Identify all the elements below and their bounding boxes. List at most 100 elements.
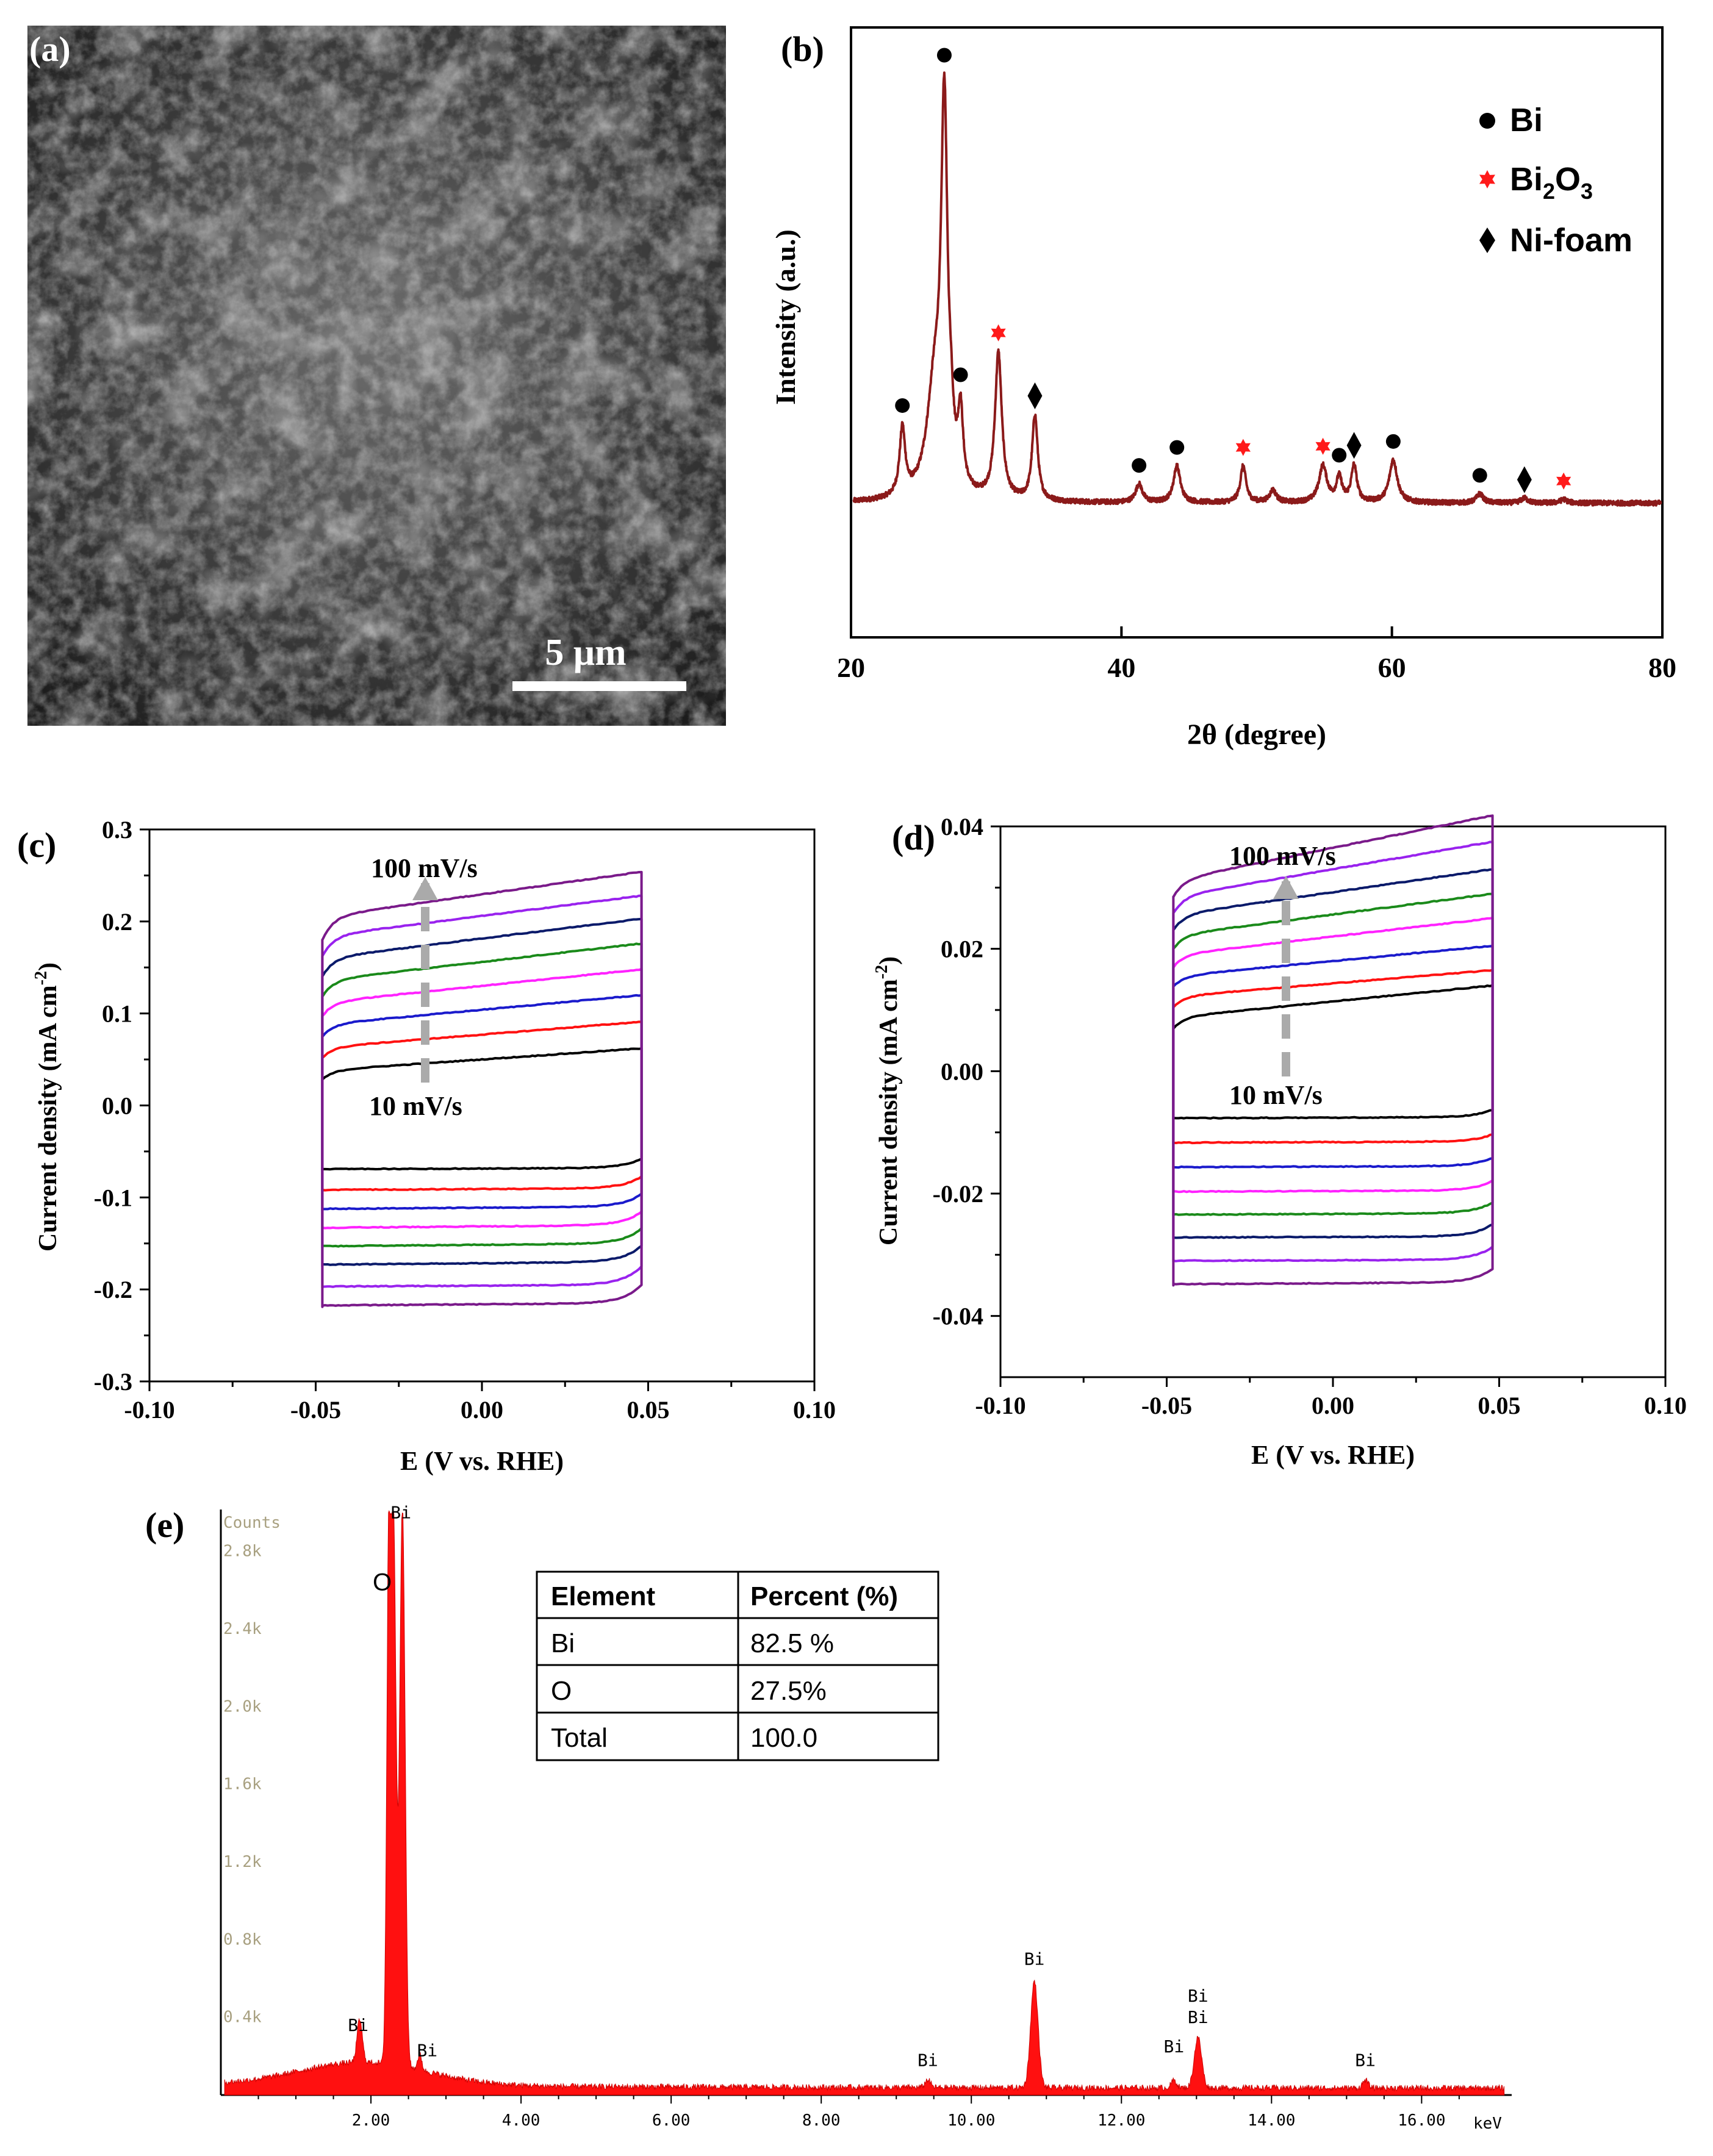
table-cell: Total xyxy=(551,1723,608,1753)
eds-peak-label-bi: Bi xyxy=(1188,2007,1208,2027)
sem-flakes xyxy=(27,26,726,726)
cv-c-y-tick-label: 0.0 xyxy=(102,1092,132,1120)
cv-d-curve-10mvs xyxy=(1172,984,1494,1120)
panel-c-cv: (c) -0.10 -0.05 0.00 0.05 0.100.30.20.10.0-0… xyxy=(17,816,836,1476)
cv-d-y-tick-label: 0.02 xyxy=(941,936,983,963)
eds-x-tick-label: 16.00 xyxy=(1398,2111,1445,2130)
legend-bi2o3-label: Bi2O3 xyxy=(1510,161,1593,204)
cv-d-y-label-main: Current density (mA cm xyxy=(875,979,903,1245)
eds-x-tick-label: 8.00 xyxy=(802,2111,841,2130)
cv-d-y-axis-label: Current density (mA cm-2) xyxy=(872,956,903,1245)
cv-d-y-label-sup: -2 xyxy=(872,965,891,979)
cv-c-y-label-sup: -2 xyxy=(32,971,51,985)
xrd-x-axis-label: 2θ (degree) xyxy=(1187,718,1326,751)
xrd-y-axis-label: Intensity (a.u.) xyxy=(770,229,801,405)
eds-y-axis-label: Counts xyxy=(223,1514,281,1532)
panel-a-sem: (a) 5 μm xyxy=(27,26,726,726)
eds-peak-label-bi: Bi xyxy=(1164,2036,1185,2057)
table-header-element: Element xyxy=(551,1581,656,1611)
legend-nifoam-marker xyxy=(1479,227,1495,253)
table-cell: O xyxy=(551,1676,572,1706)
cv-d-y-tick-label: -0.04 xyxy=(933,1303,983,1330)
eds-x-tick-label: 4.00 xyxy=(502,2111,540,2130)
cv-c-x-tick-label: -0.10 xyxy=(124,1396,174,1424)
panel-label-b: (b) xyxy=(781,29,824,69)
cv-d-curve-100mvs xyxy=(1172,814,1494,1287)
sem-scalebar-label: 5 μm xyxy=(545,632,626,673)
table-cell: 82.5 % xyxy=(750,1628,834,1658)
panel-e-eds: (e) Counts keV 2.00 4.00 6.00 8.00 10.00 12.0… xyxy=(145,1503,1512,2133)
eds-y-tick-label: 0.4k xyxy=(223,2008,262,2027)
cv-c-curves xyxy=(321,870,643,1308)
cv-d-annotation-bottom: 10 mV/s xyxy=(1229,1080,1323,1110)
xrd-x-tick-label: 20 xyxy=(837,652,865,683)
eds-peak-label-bi: Bi xyxy=(918,2050,938,2070)
eds-y-tick-label: 2.8k xyxy=(223,1542,262,1561)
cv-c-annotation-top: 100 mV/s xyxy=(371,853,478,883)
eds-x-tick-label: 10.00 xyxy=(947,2111,995,2130)
cv-d-x-axis-label: E (V vs. RHE) xyxy=(1251,1440,1415,1470)
legend-bi2o3-sub1: 2 xyxy=(1543,179,1555,204)
cv-c-curve-100mvs xyxy=(321,870,643,1308)
cv-c-x-axis-label: E (V vs. RHE) xyxy=(400,1446,564,1476)
cv-d-x-tick-label: 0.00 xyxy=(1312,1392,1354,1419)
cv-d-curves xyxy=(1172,814,1494,1287)
eds-y-tick-label: 0.8k xyxy=(223,1930,262,1949)
cv-d-x-tick-label: -0.10 xyxy=(975,1392,1025,1419)
eds-peak-label-o: O xyxy=(373,1569,392,1596)
cv-c-x-tick-label: -0.05 xyxy=(290,1396,341,1424)
panel-label-d: (d) xyxy=(892,818,935,858)
cv-c-y-label-end: ) xyxy=(34,962,62,971)
cv-c-y-axis-label: Current density (mA cm-2) xyxy=(32,962,62,1252)
eds-ticks: 2.00 4.00 6.00 8.00 10.00 12.00 14.00 16.00 2.8k… xyxy=(223,1542,1460,2130)
cv-d-y-tick-label: -0.02 xyxy=(933,1180,983,1208)
eds-peak-label-bi: Bi xyxy=(1188,1986,1208,2006)
table-header-percent: Percent (%) xyxy=(750,1581,898,1611)
xrd-legend: Bi Bi2O3 Ni-foam xyxy=(1479,102,1632,259)
table-cell: Bi xyxy=(551,1628,575,1658)
cv-d-y-tick-label: 0.00 xyxy=(941,1058,983,1085)
cv-c-annotation-bottom: 10 mV/s xyxy=(369,1091,462,1121)
eds-x-tick-label: 6.00 xyxy=(652,2111,691,2130)
xrd-marker-bi xyxy=(1332,448,1347,463)
xrd-marker-nifoam xyxy=(1027,382,1043,409)
panel-d-cv: (d) -0.10 -0.05 0.00 0.05 0.100.040.020.00-0… xyxy=(872,813,1687,1470)
eds-x-axis-label: keV xyxy=(1473,2115,1502,2133)
cv-d-x-tick-label: -0.05 xyxy=(1141,1392,1192,1419)
eds-peak-label-bi: Bi xyxy=(1024,1949,1045,1969)
cv-c-arrow-head xyxy=(412,877,438,900)
eds-x-tick-label: 12.00 xyxy=(1097,2111,1145,2130)
legend-bi2o3-sub2: 3 xyxy=(1581,179,1593,204)
eds-y-tick-label: 2.4k xyxy=(223,1620,262,1638)
legend-bi2o3-marker xyxy=(1479,170,1495,188)
panel-label-e: (e) xyxy=(145,1505,184,1545)
xrd-x-tick-label: 60 xyxy=(1378,652,1406,683)
sem-scalebar xyxy=(512,681,686,691)
cv-c-y-tick-label: -0.2 xyxy=(94,1276,132,1303)
table-cell: 100.0 xyxy=(750,1723,817,1753)
cv-d-arrow-head xyxy=(1273,876,1299,899)
panel-label-c: (c) xyxy=(17,825,56,865)
cv-d-plot-frame xyxy=(999,825,1667,1378)
cv-d-x-tick-label: 0.10 xyxy=(1644,1392,1687,1419)
cv-d-arrow xyxy=(1273,876,1299,1076)
eds-y-tick-label: 2.0k xyxy=(223,1697,262,1716)
xrd-peak-markers xyxy=(895,48,1571,493)
cv-c-x-tick-label: 0.05 xyxy=(627,1396,670,1424)
eds-composition-table: Element Percent (%) Bi 82.5 % O 27.5% To… xyxy=(536,1570,939,1761)
cv-c-x-tick-label: 0.10 xyxy=(793,1396,836,1424)
eds-x-tick-label: 2.00 xyxy=(352,2111,390,2130)
cv-c-axes: -0.10 -0.05 0.00 0.05 0.10 0.3 0.2 0.1 0.0 -0.1 -0… xyxy=(94,816,836,1424)
cv-c-y-tick-label: -0.3 xyxy=(94,1368,132,1395)
xrd-marker-bi xyxy=(936,48,952,63)
legend-bi2o3-label-bi: Bi xyxy=(1510,161,1543,198)
xrd-marker-bi xyxy=(1472,468,1487,483)
xrd-x-ticks: 20 40 60 80 xyxy=(837,626,1676,683)
cv-d-curve-30mvs xyxy=(1172,945,1494,1169)
eds-y-tick-label: 1.6k xyxy=(223,1775,262,1794)
cv-d-curve-80mvs xyxy=(1172,840,1494,1263)
eds-peak-label-bi: Bi xyxy=(1355,2050,1376,2070)
xrd-x-tick-label: 40 xyxy=(1107,652,1135,683)
